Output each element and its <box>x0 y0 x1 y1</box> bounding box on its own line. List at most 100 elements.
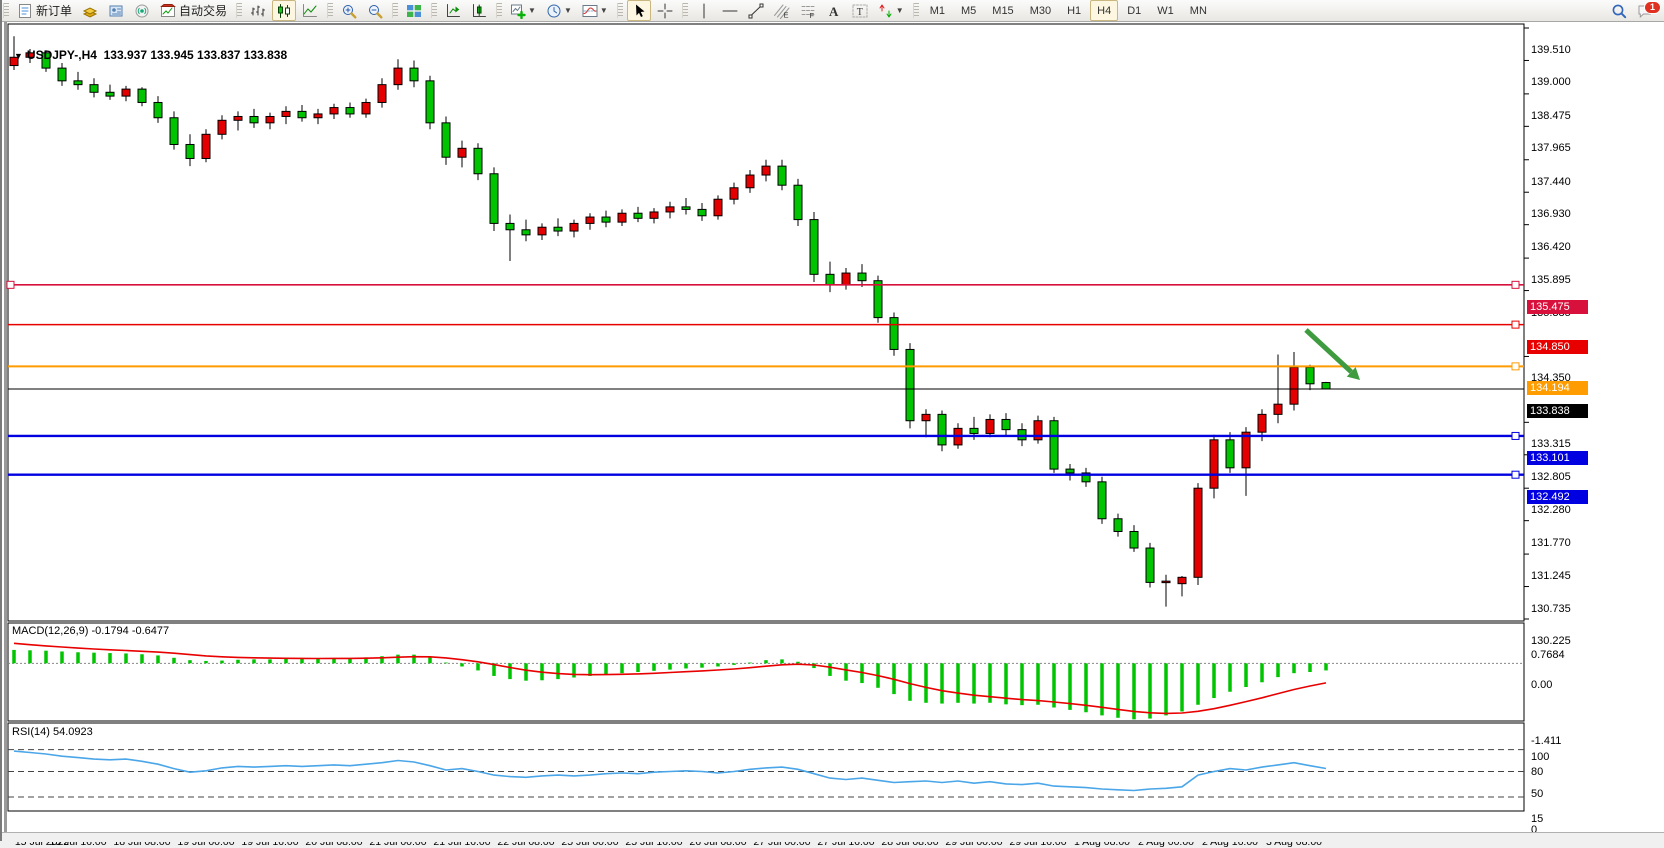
chart-ohlc-values: 133.937 133.945 133.837 133.838 <box>103 48 288 62</box>
auto-trading-button[interactable]: 自动交易 <box>156 0 231 21</box>
templates-icon <box>582 3 598 19</box>
timeframe-m1[interactable]: M1 <box>929 4 945 17</box>
fibo-retracement-button[interactable]: F <box>796 0 820 21</box>
arrows-icon <box>878 3 894 19</box>
notifications-button[interactable]: 1 <box>1633 0 1661 22</box>
chart-window[interactable]: ▼ USDJPY-,H4 133.937 133.945 133.837 133.… <box>0 22 1664 848</box>
styler-button[interactable] <box>78 0 102 21</box>
price-tick-133.315: 133.315 <box>1531 438 1571 451</box>
vertical-line-icon <box>696 3 712 19</box>
price-tick-136.420: 136.420 <box>1531 240 1571 253</box>
toolbar-grip[interactable] <box>431 3 438 18</box>
timeframe-m5[interactable]: M5 <box>961 4 977 17</box>
price-level-badge-134.194[interactable]: 134.194 <box>1527 381 1588 396</box>
cursor-button[interactable] <box>626 0 651 21</box>
arrows-button[interactable]: ▼ <box>874 0 908 21</box>
macd-axis--1.411: -1.411 <box>1531 735 1562 747</box>
indicators-icon <box>445 3 461 19</box>
price-tick-130.735: 130.735 <box>1531 602 1571 615</box>
chart-title-caret-icon[interactable]: ▼ <box>14 51 23 61</box>
price-level-badge-133.838[interactable]: 133.838 <box>1527 404 1588 419</box>
periods-button[interactable]: ▼ <box>542 0 576 21</box>
auto-trading-button-label: 自动交易 <box>179 4 228 18</box>
tile-windows-icon <box>406 3 422 19</box>
text-button[interactable]: A <box>822 0 846 21</box>
new-order-button[interactable]: 新订单 <box>13 0 76 21</box>
tile-windows-button[interactable] <box>402 0 426 21</box>
price-tick-130.225: 130.225 <box>1531 635 1571 647</box>
price-tick-132.280: 132.280 <box>1531 504 1571 517</box>
chevron-down-icon[interactable]: ▼ <box>528 6 536 15</box>
rsi-pane-splitter[interactable] <box>0 720 1524 725</box>
new-order-button-label: 新订单 <box>36 4 73 18</box>
macd-axis-0.7684: 0.7684 <box>1531 649 1565 661</box>
toolbar-group-3 <box>391 0 430 22</box>
toolbar-grip[interactable] <box>236 3 243 18</box>
trendline-icon <box>748 3 764 19</box>
macd-axis-0.00: 0.00 <box>1531 679 1553 692</box>
chevron-down-icon[interactable]: ▼ <box>599 6 608 15</box>
price-tick-131.245: 131.245 <box>1531 570 1571 583</box>
price-tick-138.475: 138.475 <box>1531 109 1571 122</box>
price-tick-137.440: 137.440 <box>1531 175 1571 188</box>
timeframe-m15[interactable]: M15 <box>992 4 1014 17</box>
horizontal-line-button[interactable] <box>718 0 742 21</box>
toolbar-grip[interactable] <box>616 3 623 18</box>
text-icon: A <box>826 3 842 19</box>
chevron-down-icon[interactable]: ▼ <box>895 6 904 15</box>
horizontal-line-icon <box>722 3 738 19</box>
trendline-button[interactable] <box>744 0 768 21</box>
price-tick-136.930: 136.930 <box>1531 208 1571 221</box>
timeframe-h4[interactable]: H4 <box>1090 0 1119 21</box>
chart-title: ▼ USDJPY-,H4 133.937 133.945 133.837 133.… <box>14 48 287 62</box>
main-toolbar: 新订单 自动交易 ▼ ▼ ▼ E F A T ▼ M1 M5 M15 M30 H1 H4 D1 W1 MN 1 <box>0 0 1664 22</box>
timeframe-w1[interactable]: W1 <box>1157 4 1174 17</box>
chevron-down-icon[interactable]: ▼ <box>563 6 572 15</box>
rsi-axis-100: 100 <box>1531 751 1550 763</box>
rsi-axis-80: 80 <box>1531 765 1544 778</box>
search-button[interactable] <box>1607 1 1631 22</box>
new-order-icon <box>17 3 33 19</box>
zoom-out-button[interactable] <box>363 0 387 21</box>
price-level-badge-133.101[interactable]: 133.101 <box>1527 450 1588 465</box>
price-tick-137.965: 137.965 <box>1531 142 1571 155</box>
price-level-badge-132.492[interactable]: 132.492 <box>1527 489 1588 504</box>
price-tick-132.805: 132.805 <box>1531 470 1571 483</box>
price-level-badge-135.475[interactable]: 135.475 <box>1527 299 1588 314</box>
toolbar-group-7: E F A T ▼ <box>681 0 912 22</box>
signals-button[interactable] <box>130 0 154 21</box>
toolbar-grip[interactable] <box>912 3 919 18</box>
timeframe-h1[interactable]: H1 <box>1067 4 1082 17</box>
zoom-in-button[interactable] <box>337 0 361 21</box>
macd-pane-splitter[interactable] <box>0 620 1524 625</box>
indicator-windows-button[interactable] <box>467 0 491 21</box>
vertical-line-button[interactable] <box>692 0 716 21</box>
toolbar-grip[interactable] <box>392 3 399 18</box>
toolbar-grip[interactable] <box>496 3 503 18</box>
market-watch-button[interactable] <box>104 0 128 21</box>
text-label-button[interactable]: T <box>848 0 872 21</box>
timeframe-mn[interactable]: MN <box>1189 4 1207 17</box>
zoom-in-icon <box>341 3 357 19</box>
crosshair-button[interactable] <box>653 0 677 21</box>
timeframe-d1[interactable]: D1 <box>1127 4 1142 17</box>
new-chart-button[interactable]: ▼ <box>506 0 540 21</box>
fibo-channel-button[interactable]: E <box>770 0 794 21</box>
toolbar-group-2 <box>326 0 391 22</box>
zoom-out-icon <box>367 3 383 19</box>
status-strip <box>0 832 1664 842</box>
templates-button[interactable]: ▼ <box>578 0 612 21</box>
indicators-button[interactable] <box>441 0 465 21</box>
price-level-badge-134.850[interactable]: 134.850 <box>1527 339 1588 354</box>
line-chart-button[interactable] <box>298 0 322 21</box>
rsi-label: RSI(14) 54.0923 <box>12 726 93 738</box>
candlestick-chart-button[interactable] <box>272 0 297 21</box>
toolbar-group-5: ▼ ▼ ▼ <box>495 0 616 22</box>
bar-chart-button[interactable] <box>246 0 270 21</box>
toolbar-grip[interactable] <box>681 3 688 18</box>
market-watch-icon <box>108 3 124 19</box>
toolbar-grip[interactable] <box>327 3 334 18</box>
timeframe-m30[interactable]: M30 <box>1029 4 1052 17</box>
svg-text:A: A <box>829 4 839 19</box>
toolbar-grip[interactable] <box>3 3 9 18</box>
